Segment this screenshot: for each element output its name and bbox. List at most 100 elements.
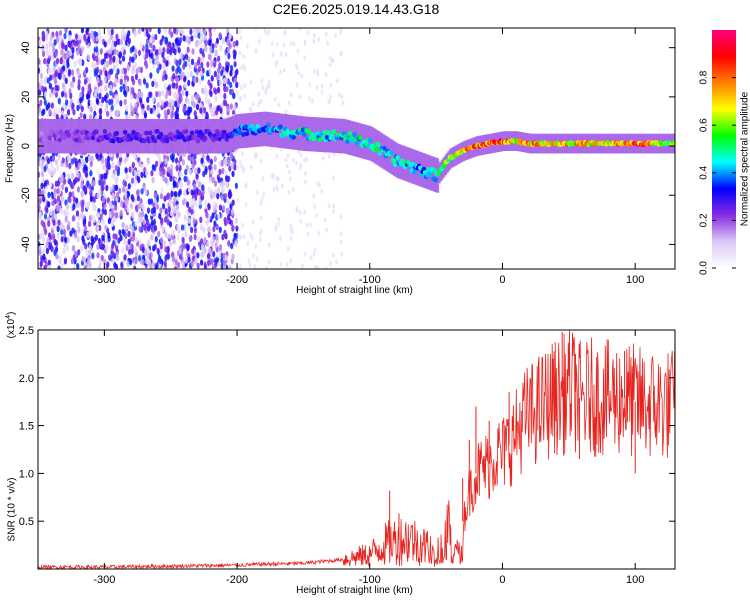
figure-title: C2E6.2025.019.14.43.G18 (273, 1, 440, 17)
noise-blob (236, 198, 240, 204)
noise-blob (80, 28, 85, 34)
noise-blob (56, 187, 60, 195)
noise-blob (131, 45, 135, 52)
noise-blob (221, 187, 225, 194)
noise-blob (115, 152, 120, 159)
noise-blob (134, 220, 138, 227)
noise-blob (111, 251, 115, 258)
noise-blob (123, 89, 127, 96)
noise-blob (207, 226, 211, 233)
noise-blob (75, 161, 79, 168)
ridge-cell (280, 133, 286, 139)
noise-blob (224, 77, 228, 84)
ridge-halo (432, 157, 436, 192)
noise-blob (170, 99, 175, 106)
ridge-halo (80, 118, 84, 154)
ridge-cell (302, 132, 307, 138)
noise-blob (309, 254, 313, 261)
noise-blob (298, 210, 302, 216)
noise-blob (86, 231, 90, 239)
noise-blob (232, 92, 236, 100)
noise-blob (224, 254, 228, 262)
noise-blob (96, 211, 100, 219)
noise-blob (254, 48, 258, 54)
noise-blob (193, 227, 198, 234)
ridge-halo (241, 113, 245, 149)
noise-blob (58, 42, 62, 50)
ridge-cell (306, 129, 312, 135)
noise-blob (38, 198, 42, 205)
ridge-cell (128, 136, 134, 142)
noise-blob (206, 154, 210, 161)
ridge-cell (144, 130, 149, 136)
noise-blob (242, 166, 246, 172)
noise-blob (112, 216, 116, 223)
noise-blob (96, 252, 100, 259)
noise-blob (54, 50, 58, 58)
noise-blob (340, 94, 344, 100)
noise-blob (55, 113, 59, 121)
noise-blob (63, 257, 68, 264)
noise-blob (180, 52, 184, 60)
noise-blob (198, 28, 202, 33)
noise-blob (137, 92, 141, 100)
ridge-cell (332, 129, 337, 134)
noise-blob (218, 160, 222, 167)
noise-blob (75, 210, 80, 217)
noise-blob (53, 191, 57, 199)
noise-blob (230, 209, 235, 216)
noise-blob (56, 36, 60, 43)
noise-blob (187, 217, 192, 224)
noise-blob (83, 164, 87, 171)
noise-blob (74, 232, 78, 239)
noise-blob (178, 59, 182, 66)
noise-blob (164, 92, 168, 100)
noise-blob (149, 41, 153, 49)
noise-blob (204, 202, 208, 210)
noise-blob (163, 28, 168, 33)
noise-blob (76, 221, 80, 228)
noise-blob (289, 40, 293, 46)
noise-blob (107, 38, 111, 45)
noise-blob (295, 206, 299, 212)
noise-blob (167, 41, 172, 48)
noise-blob (45, 43, 49, 50)
y-axis-label: SNR (10 * v/v) (7, 478, 18, 542)
noise-blob (89, 195, 93, 203)
noise-blob (208, 39, 212, 47)
noise-blob (260, 196, 264, 202)
noise-blob (56, 225, 60, 233)
noise-blob (143, 249, 148, 257)
noise-blob (175, 204, 180, 211)
noise-blob (238, 29, 241, 35)
noise-blob (47, 220, 51, 227)
noise-blob (154, 49, 158, 56)
ridge-cell (382, 145, 387, 151)
noise-blob (313, 203, 316, 210)
colorbar-tick-label: 0.8 (699, 70, 710, 84)
noise-blob (205, 111, 209, 118)
noise-blob (210, 75, 214, 82)
noise-blob (154, 264, 159, 269)
noise-blob (312, 38, 316, 44)
noise-blob (303, 55, 306, 61)
noise-blob (57, 66, 61, 74)
noise-blob (209, 158, 213, 166)
noise-blob (295, 160, 298, 166)
noise-blob (66, 209, 70, 216)
noise-blob (80, 190, 84, 197)
noise-blob (91, 252, 95, 259)
noise-blob (140, 163, 144, 171)
noise-blob (305, 156, 308, 163)
noise-blob (324, 266, 328, 269)
noise-blob (217, 186, 221, 194)
noise-blob (329, 260, 333, 266)
noise-blob (160, 218, 164, 226)
noise-blob (225, 175, 230, 183)
noise-blob (131, 66, 135, 73)
ridge-cell (373, 147, 379, 153)
noise-blob (233, 232, 237, 240)
x-tick-label: 100 (626, 574, 644, 586)
colorbar-label: Normalized spectral amplitude (740, 91, 750, 226)
noise-blob (122, 239, 127, 246)
